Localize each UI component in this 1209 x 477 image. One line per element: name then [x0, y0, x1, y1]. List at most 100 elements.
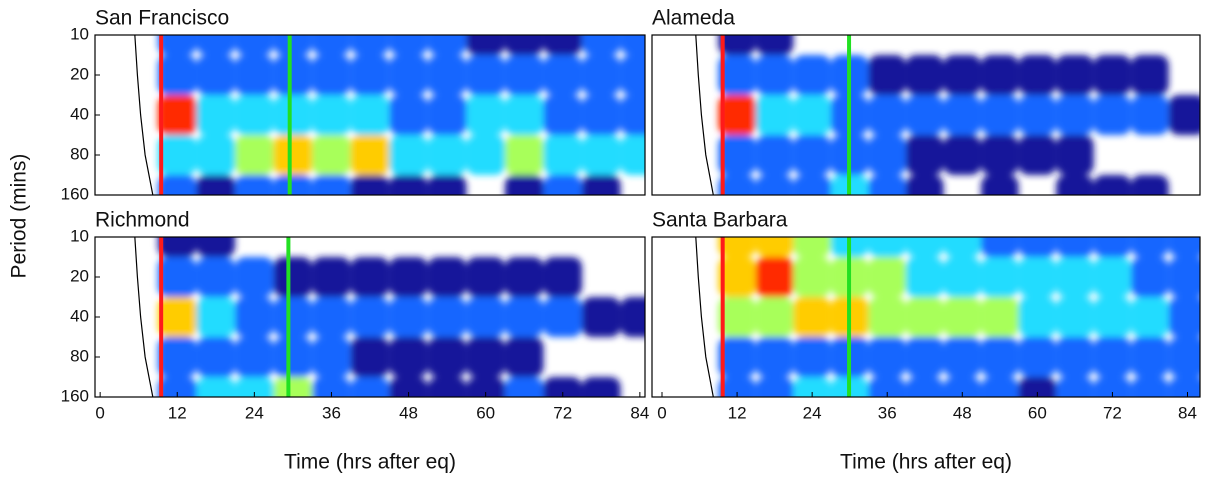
power-cell [1093, 95, 1132, 135]
power-cell [427, 297, 467, 337]
power-cell [235, 377, 274, 397]
power-cell [1018, 377, 1057, 397]
power-cell [1169, 55, 1207, 95]
power-cell [905, 297, 944, 337]
power-cell [718, 257, 756, 297]
power-cell [943, 135, 982, 175]
power-cell [793, 377, 831, 397]
power-cell [119, 337, 158, 377]
y-tick-label: 160 [61, 386, 89, 405]
power-cell [427, 337, 467, 377]
power-cell [905, 377, 944, 397]
power-cell [543, 377, 583, 397]
x-tick-label: 0 [95, 403, 104, 422]
power-cell [389, 175, 428, 195]
power-cell [582, 55, 621, 95]
power-cell [1168, 337, 1200, 377]
panel-title: San Francisco [95, 7, 229, 30]
power-cell [273, 135, 313, 175]
power-cell [582, 377, 621, 397]
power-cell [793, 175, 831, 195]
power-cell [543, 95, 583, 135]
x-tick-label: 48 [953, 403, 972, 422]
y-tick-label: 40 [70, 306, 89, 325]
power-cell [350, 297, 390, 337]
y-tick-label: 80 [70, 346, 89, 365]
panel-title: Santa Barbara [652, 209, 788, 232]
power-cell [943, 237, 982, 257]
power-cell [196, 297, 236, 337]
power-cell [235, 35, 274, 55]
power-cell [196, 337, 236, 377]
power-cell [1056, 135, 1094, 175]
power-cell [868, 377, 906, 397]
power-cell [350, 55, 390, 95]
power-cell [1018, 297, 1057, 337]
power-cell [718, 337, 756, 377]
power-cell [196, 377, 236, 397]
power-cell [981, 237, 1019, 257]
power-cell [1131, 257, 1169, 297]
spectrum [718, 237, 1200, 397]
x-tick-label: 24 [803, 403, 822, 422]
power-cell [504, 55, 544, 95]
power-cell [718, 95, 756, 135]
power-cell [312, 135, 351, 175]
power-cell [1168, 257, 1200, 297]
power-cell [157, 95, 197, 135]
power-cell [868, 135, 906, 175]
x-tick-label: 60 [476, 403, 495, 422]
power-cell [981, 337, 1019, 377]
power-cell [466, 95, 505, 135]
cone-of-influence [695, 35, 714, 195]
power-cell [755, 337, 794, 377]
spectrum [157, 35, 645, 195]
power-cell [1131, 297, 1169, 337]
power-cell [793, 135, 831, 175]
power-cell [868, 95, 906, 135]
power-cell [1093, 337, 1132, 377]
power-cell [1056, 257, 1094, 297]
power-cell [235, 175, 274, 195]
plot-frame [651, 236, 1201, 398]
power-cell [466, 135, 505, 175]
power-cell [389, 297, 428, 337]
power-cell [1056, 237, 1094, 257]
power-cell [582, 175, 621, 195]
power-cell [235, 297, 274, 337]
power-cell [427, 257, 467, 297]
power-cell [1168, 377, 1200, 397]
power-cell [1131, 175, 1169, 195]
power-cell [157, 175, 197, 195]
power-cell [943, 297, 982, 337]
power-cell [620, 55, 645, 95]
power-cell [1056, 297, 1094, 337]
power-cell [350, 35, 390, 55]
power-cell [157, 337, 197, 377]
power-cell [350, 377, 390, 397]
power-cell [543, 257, 583, 297]
power-cell [157, 135, 197, 175]
power-cell [273, 95, 313, 135]
power-cell [157, 35, 197, 55]
x-tick-label: 72 [553, 403, 572, 422]
power-cell [981, 297, 1019, 337]
power-cell [793, 55, 831, 95]
power-cell [620, 95, 645, 135]
power-cell [582, 135, 621, 175]
power-cell [427, 55, 467, 95]
power-cell [718, 175, 756, 195]
power-cell [1018, 257, 1057, 297]
power-cell [681, 135, 719, 175]
power-cell [273, 257, 313, 297]
cone-of-influence [695, 237, 714, 397]
power-cell [868, 257, 906, 297]
power-cell [312, 377, 351, 397]
power-cell [755, 297, 794, 337]
power-cell [1131, 95, 1169, 135]
power-cell [427, 35, 467, 55]
power-cell [718, 297, 756, 337]
power-cell [1131, 55, 1169, 95]
power-cell [350, 257, 390, 297]
power-cell [718, 35, 756, 55]
